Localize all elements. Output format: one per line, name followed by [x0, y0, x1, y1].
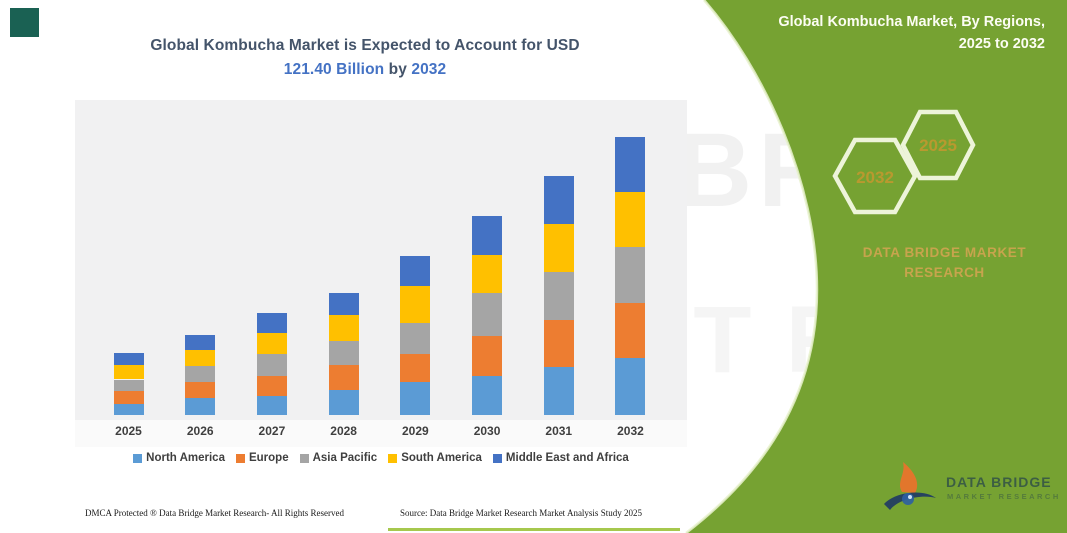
bar-segment-2030-europe: [472, 336, 503, 376]
bar-segment-2029-middle-east-and-africa: [400, 256, 431, 287]
legend-label: Middle East and Africa: [505, 452, 629, 464]
bar-segment-2026-north-america: [185, 398, 216, 415]
legend-label: North America: [146, 452, 225, 464]
logo-subtitle: MARKET RESEARCH: [947, 492, 1061, 501]
bar-segment-2027-asia-pacific: [256, 353, 287, 376]
x-axis-label-2031: 2031: [545, 424, 573, 438]
bar-segment-2032-asia-pacific: [615, 247, 646, 304]
x-axis-label-2032: 2032: [617, 424, 644, 438]
legend-item-asia-pacific: Asia Pacific: [299, 452, 378, 464]
bar-segment-2028-north-america: [328, 390, 359, 415]
bar-segment-2025-asia-pacific: [113, 379, 144, 391]
corner-accent-square: [10, 8, 39, 37]
x-axis-label-2028: 2028: [330, 424, 357, 438]
legend-label: Europe: [248, 452, 289, 464]
logo-flame-icon: [900, 462, 918, 493]
plot-background: [75, 100, 687, 420]
logo-swoosh-icon: [884, 492, 936, 510]
bar-segment-2030-south-america: [472, 255, 503, 294]
bar-segment-2028-europe: [328, 364, 359, 391]
x-axis-label-2026: 2026: [186, 424, 214, 438]
bar-segment-2026-asia-pacific: [185, 365, 216, 382]
bar-segment-2028-middle-east-and-africa: [328, 292, 359, 315]
bar-segment-2031-south-america: [543, 224, 574, 272]
brand-text: DATA BRIDGE MARKET RESEARCH: [862, 245, 1027, 280]
bar-segment-2025-south-america: [113, 364, 144, 380]
bottom-divider-line: [388, 528, 680, 531]
bar-segment-2027-south-america: [256, 333, 287, 354]
legend-label: South America: [401, 452, 482, 464]
legend-swatch-icon: [388, 453, 398, 463]
title-mid: by: [384, 61, 412, 78]
bar-segment-2025-europe: [113, 390, 144, 404]
x-axis-label-2027: 2027: [258, 424, 286, 438]
x-axis-labels: 2025 2026 2027 2028 2029 2030 2031 2032: [75, 424, 687, 444]
company-logo: DATA BRIDGE MARKET RESEARCH: [880, 458, 1060, 520]
legend-item-europe: Europe: [235, 452, 289, 464]
chart-title-line1: Global Kombucha Market is Expected to Ac…: [150, 37, 580, 54]
legend-item-middle-east-and-africa: Middle East and Africa: [492, 452, 629, 464]
legend-swatch-icon: [299, 453, 309, 463]
bar-segment-2027-middle-east-and-africa: [256, 313, 287, 334]
legend-label: Asia Pacific: [312, 452, 378, 464]
logo-name: DATA BRIDGE: [946, 474, 1052, 490]
side-panel-shape: [686, 0, 1067, 533]
bar-segment-2031-north-america: [543, 367, 574, 415]
legend-swatch-icon: [492, 453, 502, 463]
bar-segment-2028-south-america: [328, 314, 359, 341]
hexagon-2032-label: 2032: [856, 168, 894, 187]
bar-segment-2030-north-america: [472, 375, 503, 415]
bar-segment-2032-europe: [615, 303, 646, 359]
x-axis-label-2030: 2030: [473, 424, 501, 438]
stacked-bar-chart: [75, 100, 687, 420]
bar-segment-2031-asia-pacific: [543, 271, 574, 320]
bar-segment-2030-middle-east-and-africa: [472, 216, 503, 256]
logo-eye-icon: [902, 493, 914, 505]
hexagon-2025-icon: [900, 109, 976, 181]
bar-segment-2026-middle-east-and-africa: [185, 335, 216, 351]
panel-heading: Global Kombucha Market, By Regions, 2025…: [778, 14, 1045, 52]
bar-segment-2028-asia-pacific: [328, 340, 359, 365]
legend-item-south-america: South America: [388, 452, 482, 464]
legend-item-north-america: North America: [133, 452, 225, 464]
chart-legend: North America Europe Asia Pacific South Ame…: [75, 452, 687, 464]
bar-segment-2030-asia-pacific: [472, 293, 503, 337]
bar-segment-2026-south-america: [185, 350, 216, 366]
bar-segment-2026-europe: [185, 382, 216, 399]
bar-segment-2031-middle-east-and-africa: [543, 175, 574, 225]
title-value: 121.40 Billion: [283, 61, 385, 78]
bar-segment-2029-north-america: [400, 382, 431, 415]
x-axis-label-2029: 2029: [401, 424, 429, 438]
legend-swatch-icon: [133, 453, 143, 463]
legend-swatch-icon: [235, 453, 245, 463]
dmca-notice: DMCA Protected ® Data Bridge Market Rese…: [85, 508, 345, 518]
logo-mark-icon: [884, 462, 936, 510]
bar-segment-2032-north-america: [615, 358, 646, 415]
hexagon-2025-label: 2025: [919, 136, 957, 155]
bar-segment-2032-middle-east-and-africa: [615, 137, 646, 192]
hexagon-2032-icon: [832, 137, 918, 215]
bar-segment-2027-europe: [256, 375, 287, 397]
panel-edge-highlight: [685, 0, 819, 533]
bar-segment-2029-south-america: [400, 286, 431, 323]
bar-segment-2032-south-america: [615, 191, 646, 248]
chart-title-line2: 121.40 Billion by 2032: [85, 58, 645, 82]
bar-segment-2029-europe: [400, 353, 431, 383]
bar-segment-2025-middle-east-and-africa: [113, 352, 144, 365]
title-year: 2032: [411, 61, 447, 78]
bar-segment-2027-north-america: [256, 396, 287, 415]
logo-eye-highlight: [908, 495, 912, 499]
bar-segment-2031-europe: [543, 319, 574, 368]
chart-title: Global Kombucha Market is Expected to Ac…: [85, 34, 645, 82]
x-axis-strip: [75, 420, 687, 447]
bar-segment-2029-asia-pacific: [400, 322, 431, 354]
source-note: Source: Data Bridge Market Research Mark…: [400, 508, 642, 518]
x-axis-label-2025: 2025: [115, 424, 142, 438]
bar-segment-2025-north-america: [113, 403, 144, 415]
